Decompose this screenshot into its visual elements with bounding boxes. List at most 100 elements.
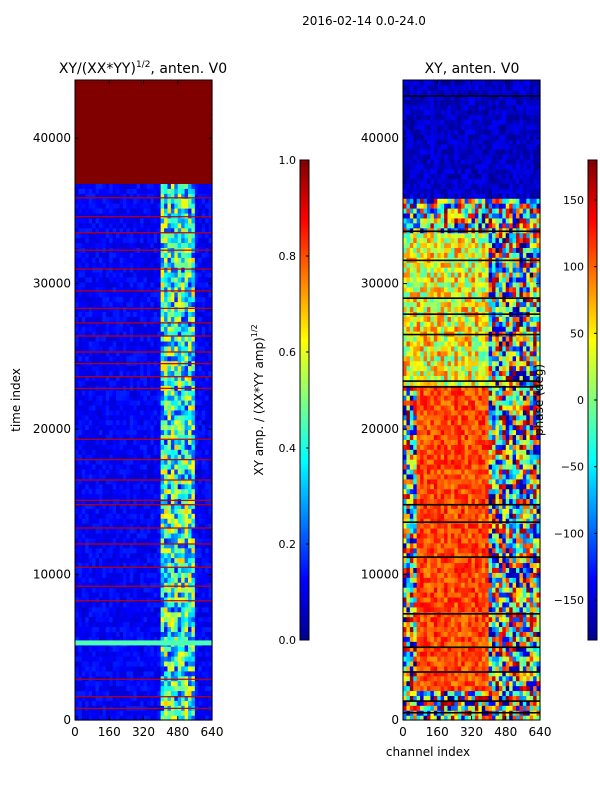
heatmap-cell xyxy=(184,400,189,406)
heatmap-cell xyxy=(75,419,80,426)
heatmap-cell xyxy=(170,242,175,248)
heatmap-cell xyxy=(167,139,172,145)
heatmap-cell xyxy=(150,518,155,524)
heatmap-cell xyxy=(122,208,127,214)
heatmap-cell xyxy=(109,109,114,116)
heatmap-cell xyxy=(146,646,151,652)
heatmap-cell xyxy=(133,582,138,588)
heatmap-cell xyxy=(92,306,97,312)
heatmap-cell xyxy=(95,158,100,165)
heatmap-cell xyxy=(194,424,199,431)
heatmap-cell xyxy=(150,557,155,564)
heatmap-cell xyxy=(201,114,206,120)
heatmap-cell xyxy=(150,257,155,263)
heatmap-cell xyxy=(188,227,193,234)
heatmap-cell xyxy=(170,606,175,613)
heatmap-cell xyxy=(102,483,107,490)
heatmap-cell xyxy=(146,528,151,534)
heatmap-cell xyxy=(143,380,148,386)
heatmap-cell xyxy=(122,257,127,263)
heatmap-cell xyxy=(150,434,155,440)
heatmap-cell xyxy=(167,198,172,204)
heatmap-cell xyxy=(157,370,162,376)
heatmap-cell xyxy=(177,326,182,332)
heatmap-cell xyxy=(136,660,141,667)
heatmap-cell xyxy=(109,365,114,372)
heatmap-cell xyxy=(184,478,189,485)
heatmap-cell xyxy=(153,547,158,554)
heatmap-cell xyxy=(112,153,117,160)
heatmap-cell xyxy=(150,414,155,421)
heatmap-cell xyxy=(174,355,179,362)
heatmap-cell xyxy=(205,498,210,504)
heatmap-cell xyxy=(143,281,148,288)
heatmap-cell xyxy=(194,567,199,573)
heatmap-cell xyxy=(177,626,182,632)
heatmap-cell xyxy=(78,449,83,455)
heatmap-cell xyxy=(126,700,131,706)
heatmap-cell xyxy=(75,631,80,637)
heatmap-cell xyxy=(167,419,172,426)
heatmap-cell xyxy=(146,331,151,337)
heatmap-cell xyxy=(136,350,141,357)
heatmap-cell xyxy=(160,144,165,150)
heatmap-cell xyxy=(81,148,86,155)
heatmap-cell xyxy=(109,409,114,416)
heatmap-cell xyxy=(188,144,193,150)
heatmap-cell xyxy=(208,331,213,337)
heatmap-cell xyxy=(122,104,127,111)
heatmap-cell xyxy=(170,508,175,514)
heatmap-cell xyxy=(140,685,145,692)
heatmap-cell xyxy=(129,675,134,682)
heatmap-cell xyxy=(85,636,90,642)
heatmap-cell xyxy=(98,626,103,632)
heatmap-cell xyxy=(78,129,83,135)
heatmap-cell xyxy=(78,163,83,170)
heatmap-cell xyxy=(81,326,86,332)
heatmap-cell xyxy=(119,690,124,696)
heatmap-cell xyxy=(88,468,93,475)
heatmap-cell xyxy=(136,592,141,598)
heatmap-cell xyxy=(98,153,103,160)
heatmap-cell xyxy=(109,464,114,470)
heatmap-cell xyxy=(129,616,134,623)
heatmap-cell xyxy=(95,419,100,426)
heatmap-cell xyxy=(122,616,127,623)
heatmap-cell xyxy=(198,262,203,268)
heatmap-cell xyxy=(160,390,165,396)
heatmap-cell xyxy=(164,429,169,436)
heatmap-cell xyxy=(88,114,93,120)
heatmap-cell xyxy=(205,139,210,145)
heatmap-cell xyxy=(181,498,186,504)
heatmap-cell xyxy=(98,242,103,248)
heatmap-cell xyxy=(177,158,182,165)
heatmap-cell xyxy=(126,306,131,312)
heatmap-cell xyxy=(205,715,210,721)
heatmap-cell xyxy=(126,153,131,160)
heatmap-cell xyxy=(208,326,213,332)
heatmap-cell xyxy=(109,503,114,509)
heatmap-cell xyxy=(133,139,138,145)
heatmap-cell xyxy=(160,203,165,209)
heatmap-cell xyxy=(188,503,193,509)
heatmap-cell xyxy=(102,109,107,116)
heatmap-cell xyxy=(208,665,213,672)
heatmap-cell xyxy=(119,562,124,568)
heatmap-cell xyxy=(81,168,86,175)
heatmap-cell xyxy=(164,508,169,514)
heatmap-cell xyxy=(92,252,97,258)
heatmap-cell xyxy=(170,572,175,578)
heatmap-cell xyxy=(201,444,206,450)
heatmap-cell xyxy=(201,345,206,352)
heatmap-cell xyxy=(164,616,169,623)
heatmap-cell xyxy=(164,700,169,706)
heatmap-cell xyxy=(177,350,182,357)
heatmap-cell xyxy=(85,464,90,470)
heatmap-cell xyxy=(102,276,107,283)
heatmap-cell xyxy=(116,158,121,165)
heatmap-cell xyxy=(143,390,148,396)
heatmap-cell xyxy=(201,237,206,244)
heatmap-cell xyxy=(143,198,148,204)
heatmap-cell xyxy=(146,660,151,667)
heatmap-cell xyxy=(136,498,141,504)
